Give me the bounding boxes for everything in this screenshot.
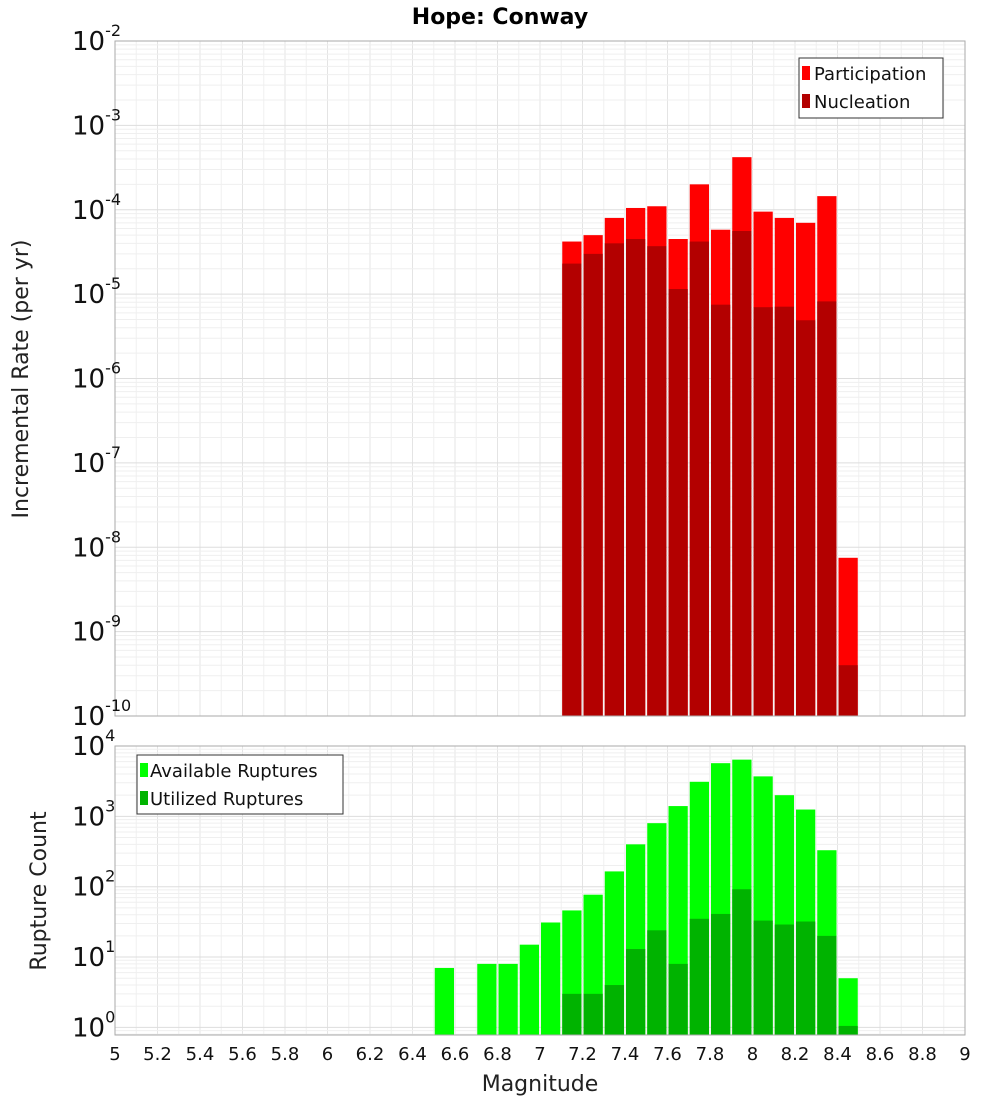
bottom-y-tick-label: 104 xyxy=(72,726,115,762)
top-legend-box xyxy=(798,57,944,119)
top-bar-nucleation xyxy=(796,320,816,716)
top-bar-nucleation xyxy=(753,307,773,716)
bottom-bar-utilized-ruptures xyxy=(689,918,709,1035)
x-tick-label: 5 xyxy=(109,1044,120,1065)
bottom-y-tick-label: 103 xyxy=(72,796,115,832)
bottom-bar-utilized-ruptures xyxy=(732,889,752,1035)
nucleation-legend-label: Nucleation xyxy=(814,92,910,113)
top-bar-nucleation xyxy=(711,304,731,716)
top-y-tick-label: 10-6 xyxy=(72,359,121,395)
top-y-tick-label: 10-10 xyxy=(72,696,131,732)
top-y-tick-label: 10-7 xyxy=(72,443,121,479)
x-tick-label: 8.4 xyxy=(823,1044,852,1065)
x-axis-title: Magnitude xyxy=(482,1072,599,1097)
bottom-bar-available-ruptures xyxy=(519,944,539,1035)
x-tick-label: 6.2 xyxy=(356,1044,385,1065)
top-y-tick-label: 10-3 xyxy=(72,105,121,141)
x-tick-label: 6 xyxy=(322,1044,333,1065)
bottom-plot-border xyxy=(114,745,966,1036)
top-bar-nucleation xyxy=(732,230,752,716)
utilized-swatch xyxy=(140,791,148,805)
top-y-tick-label: 10-4 xyxy=(72,190,121,226)
top-y-tick-label: 10-8 xyxy=(72,527,121,563)
top-y-tick-label: 10-5 xyxy=(72,274,121,310)
x-tick-label: 9 xyxy=(959,1044,970,1065)
top-bar-nucleation xyxy=(668,289,688,716)
bottom-bar-available-ruptures xyxy=(541,922,561,1035)
bottom-bar-utilized-ruptures xyxy=(647,930,667,1035)
bottom-bar-utilized-ruptures xyxy=(668,963,688,1035)
x-tick-label: 8.6 xyxy=(866,1044,895,1065)
bottom-bar-utilized-ruptures xyxy=(626,949,646,1035)
bottom-bar-utilized-ruptures xyxy=(583,993,603,1035)
top-plot-border xyxy=(114,40,966,717)
top-y-tick-label: 10-9 xyxy=(72,612,121,648)
top-bar-nucleation xyxy=(604,243,624,717)
x-tick-label: 7.8 xyxy=(696,1044,725,1065)
x-tick-label: 8.8 xyxy=(908,1044,937,1065)
bottom-bar-utilized-ruptures xyxy=(796,921,816,1035)
top-bar-nucleation xyxy=(817,301,837,716)
x-tick-label: 7.4 xyxy=(611,1044,640,1065)
bottom-y-tick-label: 101 xyxy=(72,937,115,973)
top-legend: Participation Nucleation xyxy=(798,57,944,119)
top-y-axis-title: Incremental Rate (per yr) xyxy=(9,240,34,519)
bottom-bar-utilized-ruptures xyxy=(817,935,837,1035)
x-tick-label: 6.8 xyxy=(483,1044,512,1065)
top-grid xyxy=(114,41,966,717)
chart-title: Hope: Conway xyxy=(412,5,588,30)
x-tick-labels: 5 5.2 5.4 5.6 5.8 6 6.2 6.4 6.6 6.8 7 7.2 7.4 7.6 7.8 8… xyxy=(109,1044,970,1065)
x-tick-label: 7.2 xyxy=(568,1044,597,1065)
bottom-bar-available-ruptures xyxy=(434,967,454,1035)
bottom-bar-available-ruptures xyxy=(838,978,858,1035)
available-legend-label: Available Ruptures xyxy=(150,761,318,782)
bottom-bar-utilized-ruptures xyxy=(562,993,582,1035)
x-tick-label: 8.2 xyxy=(781,1044,810,1065)
top-bar-nucleation xyxy=(626,239,646,716)
bottom-bar-utilized-ruptures xyxy=(838,1025,858,1035)
nucleation-swatch xyxy=(802,94,810,108)
top-bar-nucleation xyxy=(774,306,794,716)
participation-swatch xyxy=(802,66,810,80)
participation-legend-label: Participation xyxy=(814,64,926,85)
bottom-y-tick-label: 100 xyxy=(72,1007,115,1043)
bottom-legend-box xyxy=(136,754,344,815)
available-swatch xyxy=(140,763,148,777)
top-bar-nucleation xyxy=(562,263,582,716)
bottom-y-axis-title: Rupture Count xyxy=(27,811,52,971)
bottom-y-tick-label: 102 xyxy=(72,867,115,903)
x-tick-label: 7 xyxy=(534,1044,545,1065)
bottom-bars xyxy=(434,759,858,1035)
bottom-legend: Available Ruptures Utilized Ruptures xyxy=(136,754,344,815)
bottom-bar-utilized-ruptures xyxy=(774,924,794,1035)
top-bar-nucleation xyxy=(838,665,858,716)
utilized-legend-label: Utilized Ruptures xyxy=(150,789,303,810)
top-bar-nucleation xyxy=(583,253,603,716)
top-y-tick-label: 10-2 xyxy=(72,21,121,57)
top-bars xyxy=(562,157,858,717)
bottom-bar-available-ruptures xyxy=(498,963,518,1035)
x-tick-label: 7.6 xyxy=(653,1044,682,1065)
bottom-bar-available-ruptures xyxy=(477,963,497,1035)
x-tick-label: 8 xyxy=(747,1044,758,1065)
top-y-tick-labels: 10-10 10-9 10-8 10-7 10-6 10-5 10-4 10-3 10-2 xyxy=(72,21,131,732)
bottom-bar-utilized-ruptures xyxy=(711,913,731,1035)
bottom-y-tick-labels: 100 101 102 103 104 xyxy=(72,726,115,1043)
x-tick-label: 5.6 xyxy=(228,1044,257,1065)
top-bar-nucleation xyxy=(647,246,667,716)
x-tick-label: 5.2 xyxy=(143,1044,172,1065)
x-tick-label: 6.6 xyxy=(441,1044,470,1065)
x-tick-label: 5.8 xyxy=(271,1044,300,1065)
bottom-bar-utilized-ruptures xyxy=(753,920,773,1035)
x-tick-label: 5.4 xyxy=(186,1044,215,1065)
x-tick-label: 6.4 xyxy=(398,1044,427,1065)
top-bar-nucleation xyxy=(689,241,709,717)
bottom-bar-utilized-ruptures xyxy=(604,985,624,1035)
